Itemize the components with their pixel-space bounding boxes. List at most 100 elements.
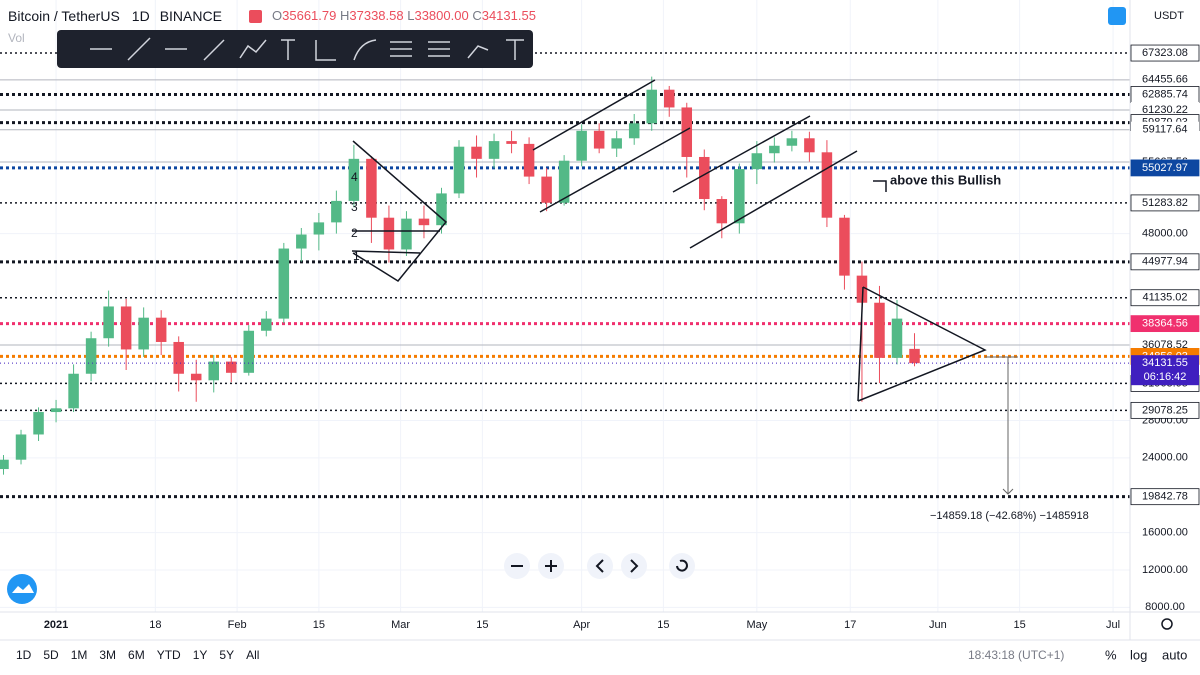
compare-button[interactable]	[1108, 7, 1126, 25]
triangle-pattern	[352, 140, 448, 282]
candle-body	[190, 373, 202, 381]
candle-body	[243, 330, 255, 373]
level-label-bg	[1130, 401, 1200, 419]
candle-body	[769, 145, 780, 154]
x-tick-label: 15	[657, 619, 669, 631]
candle-body	[173, 341, 184, 374]
wave-label: 3	[351, 200, 358, 214]
tool-icon[interactable]	[315, 40, 336, 61]
range-button[interactable]: 1D	[16, 648, 32, 662]
candle-body	[313, 222, 325, 235]
ohlc-value: 33800.00	[414, 8, 468, 23]
x-tick-label: Apr	[573, 619, 590, 631]
clock: 18:43:18 (UTC+1)	[968, 648, 1064, 662]
level-label-bg	[1131, 121, 1199, 138]
candle-body	[593, 130, 605, 149]
range-button[interactable]: 1Y	[193, 648, 208, 662]
ohlc-key: H	[340, 8, 349, 23]
candle-body	[506, 141, 517, 144]
legend-header: Bitcoin / TetherUS 1D BINANCE	[8, 8, 222, 24]
icon	[545, 560, 557, 572]
ohlc-value: 37338.58	[349, 8, 403, 23]
tool-icon[interactable]	[281, 39, 295, 60]
last-price-bg	[1131, 355, 1199, 386]
candle-body	[15, 434, 27, 460]
tool-icon[interactable]	[467, 45, 489, 59]
plot-area	[0, 0, 1130, 612]
level-label-bg	[1130, 488, 1200, 506]
range-button[interactable]: 6M	[128, 648, 145, 662]
logo[interactable]	[7, 574, 37, 604]
candle-body	[436, 193, 447, 226]
tool-icon[interactable]	[239, 39, 267, 59]
ohlc-value: 35661.79	[282, 8, 336, 23]
candle-body	[681, 107, 693, 157]
settings[interactable]	[1161, 618, 1173, 630]
x-tick-label: 18	[149, 619, 161, 631]
x-tick-label: 15	[1014, 619, 1026, 631]
x-tick-label: Feb	[228, 619, 247, 631]
toolbar-bg	[57, 30, 533, 68]
candle-body	[488, 141, 500, 159]
candle-body	[138, 317, 149, 350]
candle-body	[50, 408, 62, 413]
scale-option[interactable]: auto	[1162, 647, 1187, 662]
ohlc-value: 34131.55	[482, 8, 536, 23]
countdown: 06:16:42	[1144, 371, 1187, 383]
volume-indicator[interactable]: Vol	[8, 31, 25, 45]
channel-line	[672, 115, 811, 193]
tool-icon[interactable]	[428, 41, 450, 57]
triangle-pattern	[857, 286, 987, 402]
range-button[interactable]: YTD	[157, 648, 181, 662]
candle-body	[751, 153, 763, 170]
range-button[interactable]: 5Y	[219, 648, 234, 662]
channel-line	[532, 79, 656, 151]
tool-icon[interactable]	[506, 39, 524, 60]
logo-glyph	[12, 584, 34, 593]
exchange: BINANCE	[160, 8, 222, 24]
market-status[interactable]	[249, 10, 262, 23]
currency[interactable]: USDT	[1154, 10, 1184, 22]
level-label-bg	[1130, 289, 1200, 307]
y-tick-label: 48000.00	[1142, 227, 1188, 239]
range-button[interactable]: All	[246, 648, 259, 662]
candle-body	[155, 317, 167, 342]
reset[interactable]	[669, 553, 695, 579]
level-label-bg	[1130, 44, 1200, 62]
range-button[interactable]: 3M	[99, 648, 116, 662]
tool-icon[interactable]	[390, 41, 412, 57]
candle-body	[33, 412, 44, 435]
tool-icon[interactable]	[203, 39, 225, 61]
interval: 1D	[132, 8, 150, 24]
icon	[595, 559, 604, 573]
ohlc-key: C	[472, 8, 481, 23]
symbol: Bitcoin / TetherUS	[8, 8, 120, 24]
tool-icon[interactable]	[353, 39, 377, 61]
x-tick-label: 17	[844, 619, 856, 631]
scroll-right[interactable]	[621, 553, 647, 579]
level-label: 67323.08	[1142, 47, 1188, 59]
candle-body	[331, 200, 342, 223]
level-label: 61230.22	[1142, 104, 1188, 116]
level-label-bg	[1130, 194, 1200, 212]
level-label: 64455.66	[1142, 74, 1188, 86]
scroll-left[interactable]	[587, 553, 613, 579]
candle-body	[821, 152, 833, 218]
candle-body	[68, 373, 79, 409]
candle-body	[366, 158, 377, 218]
candle-body	[278, 248, 290, 319]
range-button[interactable]: 1M	[71, 648, 88, 662]
candle-body	[786, 138, 798, 146]
x-tick-label: May	[746, 619, 767, 631]
tool-icon[interactable]	[127, 37, 151, 61]
range-button[interactable]: 5D	[43, 648, 59, 662]
scale-option[interactable]: log	[1130, 647, 1147, 662]
annotation: above this Bullish	[890, 172, 1001, 187]
measure-label: −14859.18 (−42.68%) −1485918	[930, 510, 1089, 522]
measure-arrow	[1002, 488, 1014, 495]
icon	[630, 559, 639, 573]
scale-option[interactable]: %	[1105, 647, 1117, 662]
candle-body	[804, 138, 815, 153]
candle-body	[471, 146, 482, 159]
